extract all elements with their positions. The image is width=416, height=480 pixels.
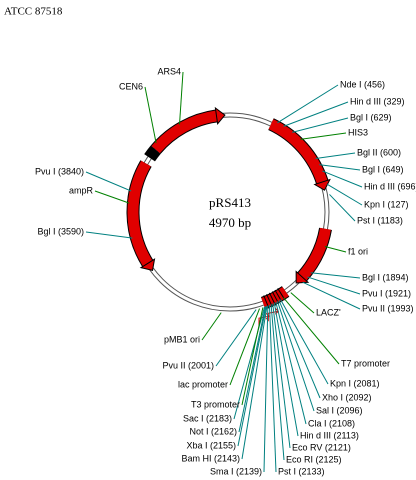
site-label: Xba I (2155) bbox=[186, 440, 236, 450]
site-label: HIS3 bbox=[348, 127, 368, 137]
feature bbox=[151, 110, 218, 154]
label-leader bbox=[283, 101, 349, 127]
label-leader bbox=[241, 305, 268, 460]
site-label: CEN6 bbox=[119, 81, 143, 91]
label-leader bbox=[273, 302, 299, 437]
feature-arrow bbox=[214, 106, 226, 126]
site-label: Xho I (2092) bbox=[322, 392, 372, 402]
label-leader bbox=[307, 276, 361, 295]
site-label: Pvu II (1993) bbox=[362, 303, 414, 313]
label-leader bbox=[276, 301, 315, 412]
label-leader bbox=[238, 306, 266, 433]
site-label: Sal I (2096) bbox=[316, 405, 363, 415]
label-leader bbox=[272, 303, 291, 449]
label-leader bbox=[292, 117, 349, 133]
label-leader bbox=[322, 170, 363, 188]
site-label: Pst I (2133) bbox=[278, 466, 325, 476]
label-leader bbox=[302, 281, 361, 310]
site-label: Bgl I (1894) bbox=[362, 272, 409, 282]
label-leader bbox=[319, 164, 361, 171]
site-label: LACZ' bbox=[316, 307, 341, 317]
label-leader bbox=[326, 183, 363, 206]
site-label: Bgl I (649) bbox=[362, 164, 404, 174]
site-label: Sma I (2139) bbox=[210, 466, 262, 476]
label-leader bbox=[144, 86, 157, 144]
label-leader bbox=[201, 312, 222, 341]
label-leader bbox=[275, 301, 307, 425]
site-label: Pvu II (2001) bbox=[162, 360, 214, 370]
site-label: T3 promoter bbox=[191, 399, 240, 409]
site-label: Eco RV (2121) bbox=[292, 442, 351, 452]
site-label: T7 promoter bbox=[341, 358, 390, 368]
label-leader bbox=[179, 71, 184, 125]
label-leader bbox=[263, 305, 269, 473]
site-label: Eco RI (2125) bbox=[286, 454, 342, 464]
label-leader bbox=[277, 84, 339, 124]
site-label: Not I (2162) bbox=[189, 426, 237, 436]
site-label: Kpn I (127) bbox=[364, 199, 409, 209]
label-leader bbox=[310, 272, 361, 279]
label-leader bbox=[280, 299, 329, 385]
site-label: lac promoter bbox=[178, 379, 228, 389]
site-label: Pvu I (3840) bbox=[35, 166, 84, 176]
label-leader bbox=[215, 309, 257, 367]
site-label: Hin d III (329) bbox=[350, 96, 405, 106]
site-label: Hin d III (2113) bbox=[300, 430, 359, 440]
site-label: f1 ori bbox=[348, 246, 368, 256]
site-label: Pvu I (1921) bbox=[362, 288, 411, 298]
site-label: Cla I (2108) bbox=[308, 418, 355, 428]
site-label: Hin d III (696) bbox=[364, 181, 416, 191]
site-label: Bgl II (600) bbox=[357, 147, 401, 157]
label-leader bbox=[300, 132, 347, 140]
feature bbox=[268, 119, 328, 184]
label-leader bbox=[237, 306, 267, 447]
title: ATCC 87518 bbox=[4, 6, 63, 18]
label-leader bbox=[270, 304, 285, 461]
label-leader bbox=[278, 300, 321, 399]
feature bbox=[297, 227, 331, 281]
feature-arrow bbox=[139, 258, 156, 271]
feature-arrow bbox=[295, 270, 310, 284]
feature-arrow bbox=[313, 178, 331, 191]
label-leader bbox=[241, 307, 264, 406]
label-leader bbox=[324, 246, 347, 253]
site-label: Kpn I (2081) bbox=[330, 378, 380, 388]
label-leader bbox=[268, 304, 277, 473]
feature bbox=[261, 286, 289, 309]
label-leader bbox=[85, 231, 133, 239]
site-label: ARS4 bbox=[157, 66, 181, 76]
site-label: Bgl I (3590) bbox=[37, 226, 84, 236]
plasmid-name: pRS413 bbox=[209, 195, 251, 210]
site-label: Nde I (456) bbox=[340, 79, 385, 89]
site-label: pMB1 ori bbox=[164, 334, 200, 344]
site-label: Pst I (1183) bbox=[357, 215, 403, 225]
label-leader bbox=[85, 171, 132, 192]
feature bbox=[127, 160, 153, 267]
label-leader bbox=[315, 152, 356, 159]
plasmid-size: 4970 bp bbox=[209, 215, 251, 230]
cen-block bbox=[144, 145, 161, 162]
site-label: ampR bbox=[69, 185, 94, 195]
label-leader bbox=[329, 194, 356, 222]
site-label: Sac I (2183) bbox=[183, 413, 232, 423]
site-label: Bgl I (629) bbox=[350, 112, 392, 122]
label-leader bbox=[229, 308, 260, 386]
label-leader bbox=[94, 190, 130, 204]
site-label: Bam HI (2143) bbox=[181, 453, 240, 463]
label-leader bbox=[290, 292, 315, 314]
label-leader bbox=[283, 297, 340, 365]
